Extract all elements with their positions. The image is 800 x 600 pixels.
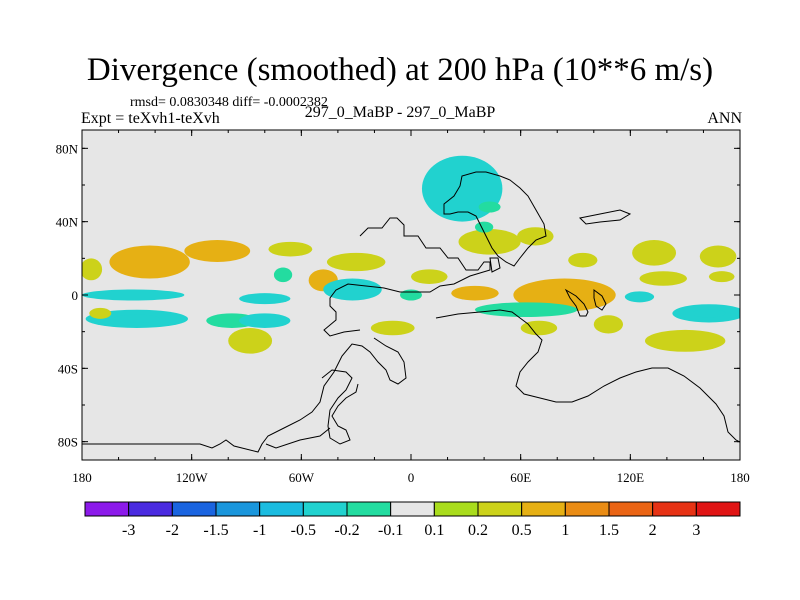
divergence-blob [624,291,655,303]
x-tick-label: 180 [72,470,92,485]
divergence-blob [323,278,382,301]
colorbar-label: 0.5 [512,522,532,539]
y-tick-label: 80N [56,141,79,156]
colorbar-label: 2 [649,522,657,539]
divergence-blob-core [464,289,486,297]
colorbar-label: 1.5 [599,522,619,539]
divergence-blob-core [541,287,588,303]
divergence-blob [708,271,735,283]
divergence-blob [411,269,448,284]
colorbar-swatch [433,501,479,517]
colorbar-label: 1 [561,522,569,539]
divergence-blob [644,329,726,352]
colorbar-label: -0.2 [334,522,359,539]
chart-subtitle: rmsd= 0.0830348 diff= -0.0002382 [130,95,328,110]
colorbar-label: 0.1 [424,522,444,539]
divergence-blob-core [131,254,168,270]
y-tick-label: 40N [56,215,79,230]
colorbar-swatch [302,501,348,517]
divergence-blob [520,320,558,336]
divergence-blob [568,252,598,268]
coastline-antarctica [265,427,331,449]
colorbar-label: -0.5 [291,522,316,539]
divergence-blob [82,258,103,281]
colorbar-label: -3 [122,522,135,539]
colorbar-swatch [477,501,523,517]
chart-title: Divergence (smoothed) at 200 hPa (10**6 … [86,52,714,88]
divergence-blob [268,241,313,257]
colorbar-swatch [84,501,130,517]
coastline-greenland-island [489,257,501,273]
coastline-maritime [593,289,607,311]
colorbar-swatch [652,501,697,517]
coastline-north-america [323,217,491,337]
colorbar-label: 3 [692,522,700,539]
divergence-blob-core [202,246,233,256]
colorbar-label: -1.5 [203,522,228,539]
x-tick-label: 60W [289,470,315,485]
divergence-blob-core [113,314,160,323]
divergence-blob [474,302,578,317]
divergence-blob-core [240,335,261,347]
divergence-field [82,155,740,354]
divergence-blob [239,293,291,305]
divergence-blob-core [692,309,726,318]
y-tick-label: 0 [72,288,79,303]
divergence-blob [82,289,185,301]
x-tick-label: 60E [510,470,531,485]
colorbar-label: -2 [166,522,179,539]
divergence-blob [400,289,422,301]
divergence-blob [478,201,501,213]
experiment-label: Expt = teXvh1-teXvh [81,110,220,127]
colorbar-label: -1 [253,522,266,539]
y-tick-label: 40S [58,361,78,376]
coastline-india [564,288,589,317]
coastline-outlines [82,171,740,453]
divergence-blob [370,320,415,336]
divergence-blob [639,271,687,286]
axis-tick-labels: 180 120W 60W 0 60E 120E 180 80N 40N 0 40S 80S [56,141,750,485]
colorbar-swatch [695,501,741,517]
divergence-blob [326,252,386,272]
axis-ticks [81,130,741,460]
divergence-blob [474,221,494,233]
coastline-antarctic-peninsula [321,369,359,445]
case-label: 297_0_MaBP - 297_0_MaBP [304,104,496,121]
coastline-arctic [578,209,632,225]
divergence-blob [517,227,554,246]
x-tick-label: 0 [408,470,415,485]
colorbar-swatch [521,501,566,517]
coastline-europe-asia [443,171,547,267]
colorbar-swatch [608,501,654,517]
colorbar-label: -0.1 [378,522,403,539]
colorbar-swatch [259,501,304,517]
colorbar-label: 0.2 [468,522,488,539]
colorbar-swatch [171,501,217,517]
colorbar-swatch [346,501,392,517]
divergence-blob [89,307,112,319]
x-tick-label: 120W [176,470,209,485]
divergence-blob [699,245,737,268]
colorbar-swatch [215,501,261,517]
coastline-africa [435,309,740,443]
divergence-blob [273,267,293,283]
x-tick-label: 180 [730,470,750,485]
y-tick-label: 80S [58,435,78,450]
colorbar-swatch [564,501,610,517]
x-tick-label: 120E [617,470,645,485]
divergence-blob [458,229,521,255]
colorbar: -3 -2 -1.5 -1 -0.5 -0.2 -0.1 0.1 0.2 0.5 1 1.5 2 3 [84,501,741,539]
divergence-blob [239,313,291,328]
divergence-blob-core [644,247,664,259]
coastline-south-america [82,337,407,453]
colorbar-swatch [128,501,173,517]
divergence-blob-core [316,275,330,286]
divergence-blob [593,315,624,334]
season-label: ANN [707,110,742,127]
colorbar-swatch [390,501,435,517]
